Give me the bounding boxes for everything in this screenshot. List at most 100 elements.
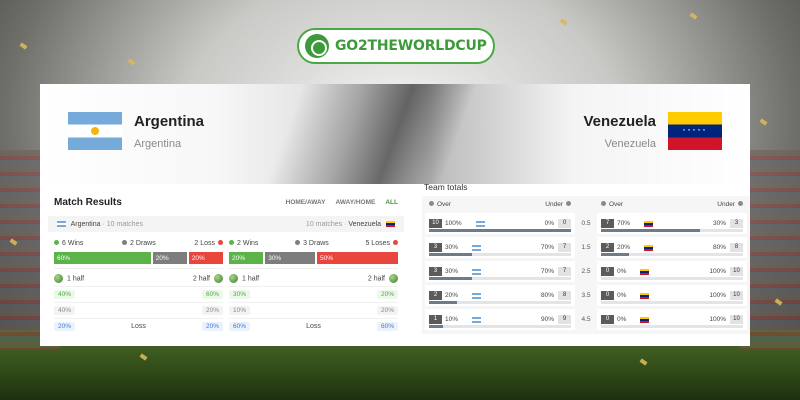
- home-half-left: 40%: [54, 306, 76, 315]
- brand-logo[interactable]: GO2THEWORLDCUP: [297, 28, 495, 64]
- venezuela-flag-icon: [386, 220, 395, 227]
- totals-row: 10 100% 0% 0: [425, 213, 575, 234]
- under-dot-icon: [738, 201, 743, 207]
- over-percent: 20%: [445, 292, 459, 299]
- football-icon: [214, 274, 223, 283]
- away-half-right: 20%: [376, 290, 398, 299]
- over-count: 0: [601, 267, 614, 276]
- draw-dot-icon: [295, 240, 301, 246]
- totals-row: 0 0% 100% 10: [597, 261, 747, 282]
- over-progress-fill: [429, 229, 571, 232]
- total-line-value: 2.5: [581, 268, 591, 275]
- over-percent: 0%: [617, 316, 627, 323]
- match-hero: Argentina Argentina Venezuela Venezuela: [40, 84, 750, 184]
- team-totals-panel: Team totals Over Under 10 100% 0% 0 3 30% 70% 7…: [422, 182, 750, 346]
- totals-row: 1 10% 90% 9: [425, 309, 575, 330]
- away-wins: 2 Wins: [237, 239, 259, 247]
- venezuela-flag-icon: [640, 268, 650, 275]
- total-line-value: 1.5: [581, 244, 591, 251]
- home-draws: 2 Draws: [130, 239, 156, 247]
- over-progress-fill: [429, 325, 444, 328]
- home-results-bar: 60% 20% 20%: [54, 252, 223, 264]
- over-dot-icon: [601, 201, 606, 207]
- argentina-flag-icon: [472, 268, 482, 275]
- home-half-right: 20%: [201, 322, 223, 331]
- away-half-right: 20%: [376, 306, 398, 315]
- home-half-row: 20% Loss 20%: [54, 318, 223, 334]
- away-results-column: 2 Wins 3 Draws 5 Loses 20% 30% 50% 1 hal…: [229, 236, 398, 334]
- over-progress-bar: [601, 253, 743, 256]
- totals-row: 7 70% 30% 3: [597, 213, 747, 234]
- venezuela-flag-icon: [644, 244, 654, 251]
- over-percent: 20%: [617, 244, 631, 251]
- home-team-name: Argentina: [134, 112, 205, 130]
- over-count: 2: [429, 291, 442, 300]
- under-percent: 30%: [712, 220, 726, 227]
- tab-all[interactable]: ALL: [385, 198, 398, 206]
- home-team[interactable]: Argentina Argentina: [68, 112, 204, 150]
- venezuela-flag-icon: [644, 220, 654, 227]
- win-dot-icon: [54, 240, 59, 246]
- match-results-tabs: HOME/AWAY AWAY/HOME ALL: [286, 199, 398, 206]
- under-count: 10: [730, 315, 743, 324]
- over-percent: 70%: [617, 220, 631, 227]
- under-percent: 100%: [709, 268, 726, 275]
- away-draw-segment: 30%: [265, 252, 315, 264]
- over-percent: 30%: [445, 268, 459, 275]
- away-half-mid: Loss: [306, 323, 321, 330]
- over-dot-icon: [429, 201, 434, 207]
- argentina-flag-icon: [472, 316, 482, 323]
- under-percent: 90%: [540, 316, 554, 323]
- home-team-subtitle: Argentina: [134, 137, 182, 150]
- win-dot-icon: [229, 240, 234, 246]
- under-count: 0: [558, 219, 571, 228]
- home-half-right: 20%: [201, 306, 223, 315]
- home-under-header: Under: [545, 200, 563, 208]
- match-results-title: Match Results: [54, 196, 122, 208]
- over-progress-bar: [429, 277, 571, 280]
- away-matches-count: 10 matches ·: [305, 220, 347, 228]
- total-line-value: 3.5: [581, 292, 591, 299]
- away-team-subtitle: Venezuela: [604, 137, 656, 150]
- over-progress-bar: [429, 229, 571, 232]
- football-icon: [229, 274, 238, 283]
- hero-photo: [240, 84, 520, 184]
- under-percent: 70%: [540, 268, 554, 275]
- confetti: [127, 58, 136, 66]
- over-progress-bar: [429, 253, 571, 256]
- away-half-left: 60%: [229, 322, 251, 331]
- over-progress-fill: [601, 229, 701, 232]
- totals-row: 2 20% 80% 8: [597, 237, 747, 258]
- over-percent: 10%: [445, 316, 459, 323]
- over-progress-fill: [601, 253, 630, 256]
- confetti: [689, 12, 698, 20]
- brand-ball-icon: [305, 34, 329, 58]
- away-half-right: 60%: [376, 322, 398, 331]
- tab-away-home[interactable]: AWAY/HOME: [335, 198, 376, 206]
- over-count: 2: [601, 243, 614, 252]
- confetti: [559, 18, 568, 26]
- over-count: 3: [429, 243, 442, 252]
- home-half-left: 20%: [54, 322, 76, 331]
- tab-home-away[interactable]: HOME/AWAY: [285, 198, 326, 206]
- draw-dot-icon: [122, 240, 128, 246]
- over-progress-bar: [429, 301, 571, 304]
- under-count: 8: [558, 291, 571, 300]
- away-team[interactable]: Venezuela Venezuela: [583, 112, 722, 150]
- home-win-segment: 60%: [54, 252, 151, 264]
- home-draw-segment: 20%: [152, 252, 187, 264]
- totals-row: 3 30% 70% 7: [425, 237, 575, 258]
- away-half-left: 10%: [229, 306, 251, 315]
- over-percent: 0%: [617, 268, 627, 275]
- under-percent: 80%: [712, 244, 726, 251]
- over-progress-bar: [601, 325, 743, 328]
- argentina-flag-icon: [472, 292, 482, 299]
- under-count: 10: [730, 291, 743, 300]
- venezuela-flag-icon: [640, 316, 650, 323]
- total-lines-column: 0.5 1.5 2.5 3.5 4.5: [575, 198, 597, 330]
- over-progress-fill: [429, 301, 458, 304]
- under-percent: 100%: [709, 292, 726, 299]
- match-results-panel: Match Results HOME/AWAY AWAY/HOME ALL Ar…: [48, 192, 404, 346]
- home-results-column: 6 Wins 2 Draws 2 Loss 60% 20% 20% 1 half…: [54, 236, 223, 334]
- over-progress-bar: [601, 229, 743, 232]
